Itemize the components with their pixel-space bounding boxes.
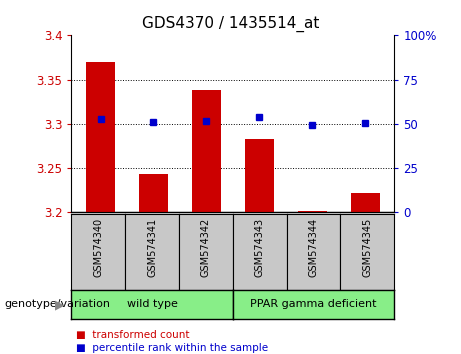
Bar — [298, 211, 327, 212]
Text: PPAR gamma deficient: PPAR gamma deficient — [250, 299, 377, 309]
Bar — [139, 175, 168, 212]
Text: GSM574342: GSM574342 — [201, 218, 211, 277]
Bar — [192, 90, 221, 212]
Text: GSM574344: GSM574344 — [308, 218, 319, 277]
Text: wild type: wild type — [127, 299, 177, 309]
Text: ■  percentile rank within the sample: ■ percentile rank within the sample — [76, 343, 268, 353]
Text: ■  transformed count: ■ transformed count — [76, 330, 189, 339]
Text: GSM574345: GSM574345 — [362, 218, 372, 277]
Text: ▶: ▶ — [55, 298, 65, 311]
Text: GSM574343: GSM574343 — [254, 218, 265, 277]
Bar — [86, 62, 115, 212]
Bar — [245, 139, 274, 212]
Bar — [350, 193, 379, 212]
Text: GSM574341: GSM574341 — [147, 218, 157, 277]
Text: GSM574340: GSM574340 — [93, 218, 103, 277]
Text: genotype/variation: genotype/variation — [5, 299, 111, 309]
Text: GDS4370 / 1435514_at: GDS4370 / 1435514_at — [142, 16, 319, 32]
